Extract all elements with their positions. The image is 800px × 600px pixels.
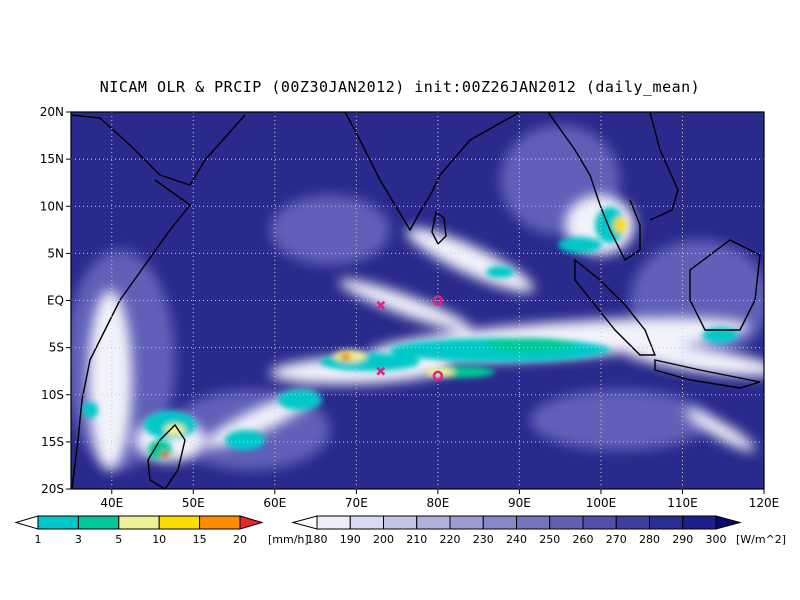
lat-tick-label: 20S	[41, 482, 64, 496]
precip-low-arrow	[14, 515, 39, 530]
precip-colorbar-segment	[77, 515, 120, 530]
x-marker	[376, 300, 386, 310]
olr-colorbar-segment	[416, 515, 451, 530]
coastlines	[71, 112, 761, 489]
lon-tick-label: 120E	[749, 496, 780, 510]
gridlines	[71, 112, 764, 489]
precip-colorbar: 1 3 5 10 15 20 [mm/h]	[14, 515, 309, 546]
olr-colorbar-label: 260	[573, 533, 594, 546]
olr-colorbar-label: 280	[639, 533, 660, 546]
precip-colorbar-segment	[118, 515, 160, 530]
olr-colorbar-label: 250	[539, 533, 560, 546]
olr-colorbar-label: 230	[473, 533, 494, 546]
olr-colorbar-label: 240	[506, 533, 527, 546]
olr-colorbar-label: 270	[606, 533, 627, 546]
circle-marker	[432, 295, 444, 306]
olr-colorbar: 180 190 200 210 220 230 240 250 260 270 280 290 300 […	[291, 515, 786, 546]
lat-tick-label: 10S	[41, 388, 64, 402]
precip-colorbar-label: 1	[35, 533, 42, 546]
precip-colorbar-label: 10	[152, 533, 166, 546]
lon-tick-label: 100E	[586, 496, 617, 510]
precip-colorbar-segment	[158, 515, 201, 530]
olr-colorbar-label: 200	[373, 533, 394, 546]
precip-colorbar-segment	[199, 515, 241, 530]
olr-colorbar-label: 290	[672, 533, 693, 546]
x-marker	[376, 366, 386, 376]
olr-colorbar-segment	[549, 515, 584, 530]
olr-colorbar-segment	[516, 515, 551, 530]
lat-tick-label: EQ	[47, 294, 64, 308]
lat-tick-label: 5S	[49, 341, 64, 355]
map-title: NICAM OLR & PRCIP (00Z30JAN2012) init:00…	[99, 78, 701, 96]
olr-colorbar-label: 300	[706, 533, 727, 546]
precip-colorbar-segment	[37, 515, 79, 530]
precip-colorbar-label: 20	[233, 533, 247, 546]
olr-colorbar-label: 190	[340, 533, 361, 546]
olr-colorbar-segment	[383, 515, 418, 530]
olr-colorbar-segment	[682, 515, 717, 530]
precip-colorbar-unit: [mm/h]	[268, 533, 309, 546]
precip-high-arrow	[239, 515, 264, 530]
olr-colorbar-segment	[582, 515, 617, 530]
olr-low-arrow	[291, 515, 318, 530]
olr-colorbar-segment	[615, 515, 650, 530]
olr-colorbar-segment	[649, 515, 684, 530]
olr-colorbar-unit: [W/m^2]	[736, 533, 786, 546]
olr-colorbar-label: 220	[440, 533, 461, 546]
olr-colorbar-segment	[316, 515, 351, 530]
lon-tick-label: 110E	[667, 496, 698, 510]
lat-tick-label: 15N	[40, 152, 64, 166]
olr-field	[71, 112, 764, 489]
olr-colorbar-label: 210	[406, 533, 427, 546]
olr-colorbar-segment	[482, 515, 517, 530]
lon-tick-label: 50E	[182, 496, 205, 510]
precip-colorbar-label: 5	[115, 533, 122, 546]
olr-colorbar-segment	[449, 515, 484, 530]
circle-marker	[432, 370, 444, 382]
lat-tick-label: 20N	[40, 105, 64, 119]
olr-colorbar-label: 180	[307, 533, 328, 546]
olr-colorbar-segment	[349, 515, 384, 530]
lon-tick-label: 90E	[508, 496, 531, 510]
lon-tick-label: 60E	[263, 496, 286, 510]
storm-markers	[376, 295, 444, 382]
lon-tick-label: 40E	[100, 496, 123, 510]
olr-high-arrow	[715, 515, 742, 530]
lon-tick-label: 80E	[426, 496, 449, 510]
lat-tick-label: 10N	[40, 199, 64, 213]
lat-tick-label: 15S	[41, 435, 64, 449]
lat-tick-label: 5N	[47, 246, 64, 260]
lon-tick-label: 70E	[345, 496, 368, 510]
precip-colorbar-label: 3	[75, 533, 82, 546]
precip-colorbar-label: 15	[193, 533, 207, 546]
